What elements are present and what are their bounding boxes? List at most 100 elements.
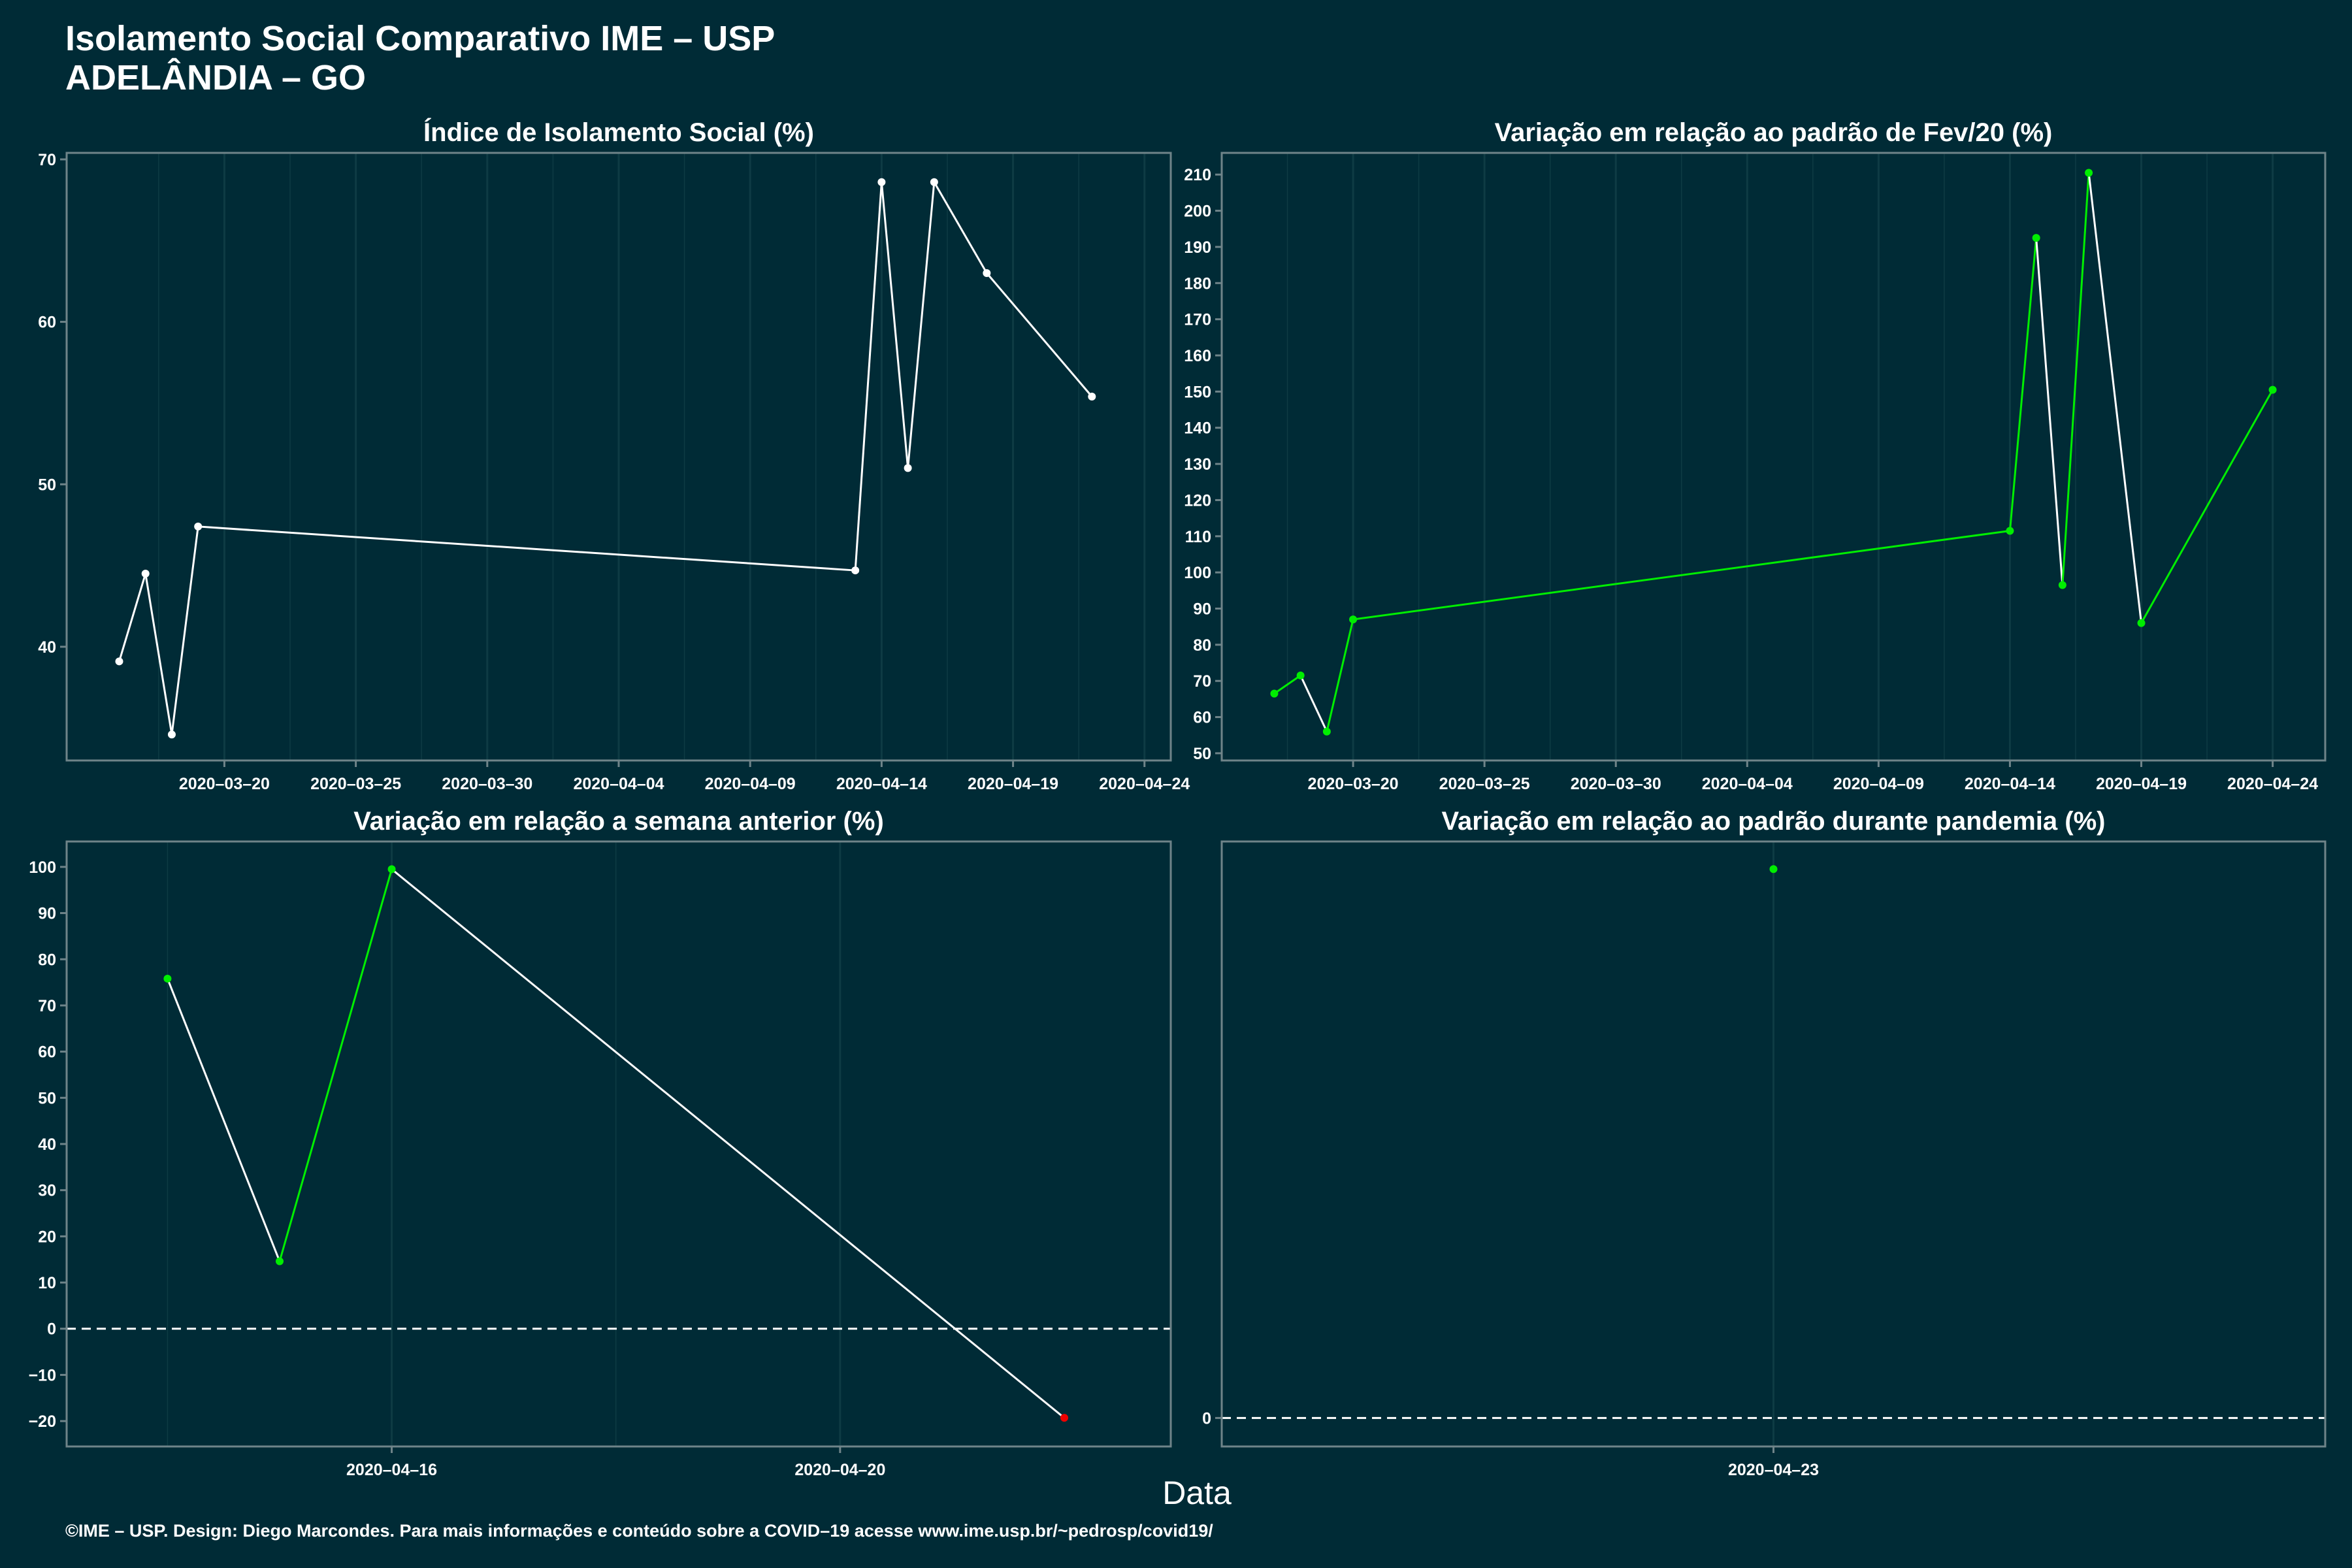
panel-3-y-tick-label: 90: [38, 905, 56, 923]
panel-3-series-segment: [391, 868, 1065, 1419]
panel-1-series-segment: [986, 272, 1093, 397]
panel-3-y-tick-label: 60: [38, 1043, 56, 1062]
panel-2-data-point: [1296, 671, 1305, 679]
panel-1-y-tick-label: 70: [38, 151, 56, 169]
panel-1-y-tick-label: 40: [38, 638, 56, 657]
panel-2-data-point: [1349, 615, 1358, 624]
panel-2-x-tick-label: 2020–04–04: [1702, 775, 1793, 793]
panel-1-title: Índice de Isolamento Social (%): [423, 118, 814, 147]
panel-2-y-tick-label: 140: [1184, 419, 1211, 438]
panel-2-x-tick-label: 2020–04–14: [1965, 775, 2055, 793]
panel-1-series-segment: [854, 182, 883, 571]
chart-subtitle: ADELÂNDIA – GO: [65, 58, 367, 97]
panel-2-series-segment: [2061, 172, 2090, 585]
panel-3-data-point: [163, 974, 172, 983]
panel-3-title: Variação em relação a semana anterior (%…: [353, 807, 884, 836]
panel-1-x-tick-label: 2020–03–30: [442, 775, 532, 793]
chart-title: Isolamento Social Comparativo IME – USP: [65, 19, 776, 58]
panel-3-data-point: [1060, 1414, 1069, 1422]
panel-3-y-tick-label: −20: [29, 1413, 56, 1431]
panel-2-data-point: [1322, 727, 1331, 736]
panel-1-x-tick-label: 2020–03–20: [179, 775, 270, 793]
panel-2-data-point: [2058, 581, 2066, 589]
panel-3-series-segment: [167, 978, 281, 1262]
panel-2-title: Variação em relação ao padrão de Fev/20 …: [1495, 118, 2053, 147]
panel-1-data-point: [115, 657, 123, 666]
panel-2-data-point: [2032, 234, 2040, 242]
panel-3-x-tick-label: 2020–04–16: [346, 1461, 437, 1479]
panel-1-x-tick-label: 2020–04–19: [968, 775, 1058, 793]
panel-1-series-segment: [171, 526, 199, 735]
panel-2-x-tick-label: 2020–03–25: [1439, 775, 1530, 793]
panel-3-y-tick-label: 40: [38, 1135, 56, 1154]
panel-3-y-tick-label: 80: [38, 951, 56, 969]
panel-2-data-point: [2085, 169, 2093, 177]
panel-1-data-point: [194, 522, 203, 531]
panel-2-y-tick-label: 100: [1184, 564, 1211, 582]
panel-2-y-tick-label: 180: [1184, 274, 1211, 293]
panel-4-title: Variação em relação ao padrão durante pa…: [1442, 807, 2106, 836]
panel-1-y-tick-label: 60: [38, 314, 56, 332]
panel-1-series-segment: [198, 525, 856, 572]
panel-1-series-segment: [907, 182, 936, 468]
panel-2-x-tick-label: 2020–03–20: [1308, 775, 1399, 793]
panel-1-data-point: [904, 464, 912, 472]
panel-3-y-tick-label: 20: [38, 1228, 56, 1246]
panel-2-x-tick-label: 2020–04–09: [1833, 775, 1924, 793]
panel-3-y-tick-label: 100: [29, 858, 56, 877]
panel-2-x-tick-label: 2020–03–30: [1571, 775, 1661, 793]
panel-2-x-tick-label: 2020–04–19: [2096, 775, 2187, 793]
panel-2-y-tick-label: 110: [1185, 528, 1211, 546]
panel-2-y-tick-label: 160: [1184, 347, 1211, 365]
panel-2-y-tick-label: 120: [1184, 491, 1211, 510]
panel-3-data-point: [275, 1257, 284, 1266]
panel-2-y-tick-label: 150: [1184, 383, 1211, 401]
panel-3-y-tick-label: 70: [38, 997, 56, 1015]
panel-1-data-point: [877, 178, 886, 186]
panel-4-data-point: [1769, 865, 1778, 874]
panel-2-y-tick-label: 200: [1184, 203, 1211, 221]
panel-3-y-tick-label: 50: [38, 1089, 56, 1107]
panel-2-y-tick-label: 70: [1193, 672, 1211, 691]
panel-1-y-tick-label: 50: [38, 476, 56, 494]
panel-3-y-tick-label: 10: [38, 1274, 56, 1292]
panel-1-x-tick-label: 2020–04–24: [1099, 775, 1190, 793]
panel-2-y-tick-label: 190: [1184, 238, 1211, 257]
panel-2-data-point: [2268, 385, 2277, 394]
panel-2-data-point: [2137, 619, 2146, 627]
panel-4-x-tick-label: 2020–04–23: [1728, 1461, 1819, 1479]
panel-2-data-point: [1270, 689, 1279, 698]
panel-1-series-segment: [880, 182, 909, 468]
panel-1-series-segment: [144, 573, 173, 735]
panel-2-frame: [1220, 152, 2327, 762]
panel-1-x-tick-label: 2020–04–04: [573, 775, 664, 793]
panel-1-data-point: [1088, 392, 1096, 400]
footer-caption: ©IME – USP. Design: Diego Marcondes. Par…: [65, 1521, 1213, 1541]
panel-2-y-tick-label: 170: [1184, 311, 1211, 329]
panel-3-x-tick-label: 2020–04–20: [794, 1461, 885, 1479]
panel-2-series-segment: [1273, 674, 1301, 694]
panel-1-data-point: [167, 730, 176, 739]
panel-4-y-tick-label: 0: [1202, 1409, 1211, 1428]
panel-2-series-segment: [2140, 389, 2274, 624]
panel-1-series-segment: [933, 182, 988, 274]
panel-2-y-tick-label: 130: [1184, 455, 1211, 474]
panel-1-data-point: [851, 566, 860, 575]
panel-3-data-point: [387, 865, 396, 874]
panel-2-series-segment: [1326, 619, 1354, 732]
panel-1-series-segment: [118, 573, 147, 662]
panel-2-series-segment: [2035, 237, 2064, 585]
panel-1-data-point: [141, 570, 150, 578]
x-axis-label: Data: [1162, 1475, 1232, 1511]
panel-2-data-point: [2006, 527, 2014, 535]
panel-2-series-segment: [2008, 237, 2038, 531]
panel-2-y-tick-label: 60: [1193, 709, 1211, 727]
panel-2-y-tick-label: 50: [1193, 745, 1211, 763]
panel-2-y-tick-label: 80: [1193, 636, 1211, 655]
panel-1-data-point: [930, 178, 938, 186]
panel-2-y-tick-label: 210: [1184, 166, 1211, 184]
panel-1-data-point: [983, 269, 991, 278]
panel-2-series-segment: [1352, 529, 2010, 621]
panel-1-x-tick-label: 2020–04–14: [836, 775, 927, 793]
